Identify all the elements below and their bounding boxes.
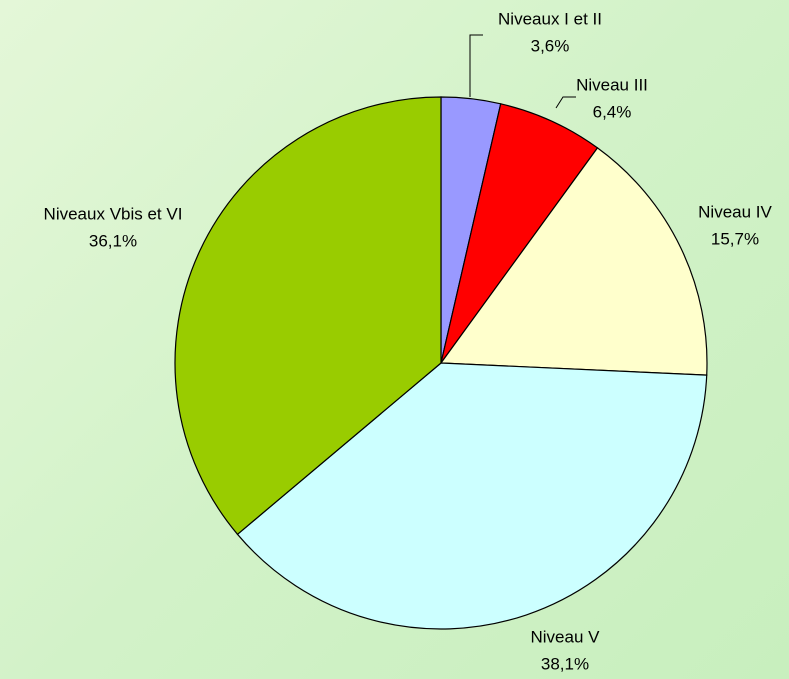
slice-value-label: 36,1% <box>89 231 137 250</box>
slice-label: Niveau IV <box>698 202 772 221</box>
leader-line <box>469 34 483 97</box>
slice-label: Niveau V <box>531 627 601 646</box>
slice-value-label: 6,4% <box>593 102 632 121</box>
pie-slice <box>174 96 442 536</box>
leader-line <box>555 96 576 109</box>
slice-value-label: 15,7% <box>711 229 759 248</box>
slice-label: Niveau III <box>576 75 648 94</box>
slice-label: Niveaux I et II <box>498 9 602 28</box>
pie-slice <box>236 362 708 630</box>
slice-value-label: 38,1% <box>541 654 589 673</box>
slice-label: Niveaux Vbis et VI <box>44 204 183 223</box>
pie-slice <box>439 147 708 376</box>
slice-value-label: 3,6% <box>531 36 570 55</box>
